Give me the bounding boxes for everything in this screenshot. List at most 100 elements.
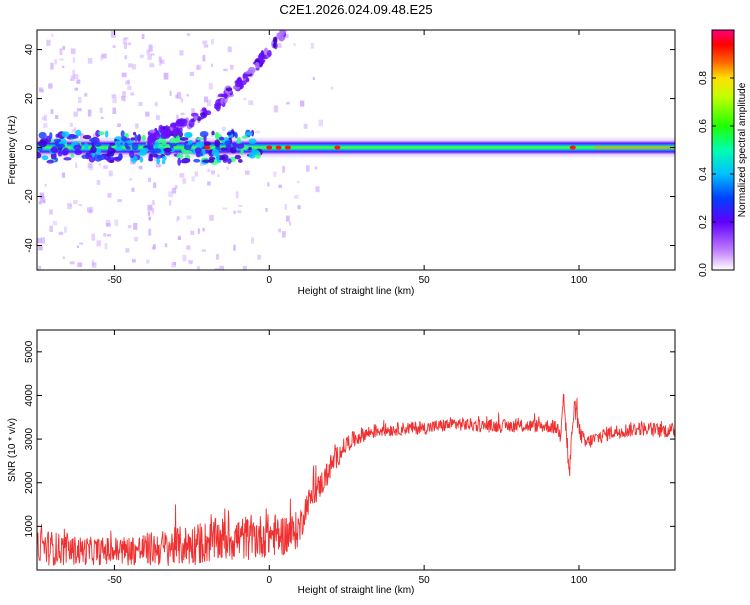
x-tick-label: 0 <box>267 575 273 586</box>
heatmap-cell <box>200 114 205 120</box>
spectrogram-frame <box>36 29 676 271</box>
heatmap-cell <box>61 172 66 178</box>
heatmap-cell <box>59 58 64 61</box>
heatmap-cell <box>195 137 205 141</box>
heatmap-cell <box>169 137 178 145</box>
heatmap-cell <box>121 136 128 142</box>
heatmap-cell <box>158 124 164 133</box>
colorbar-label: Normalized spectral amplitude <box>737 82 748 217</box>
heatmap-cell <box>214 131 220 139</box>
heatmap-hot-spot <box>204 145 211 150</box>
x-tick-label: -50 <box>107 575 122 586</box>
heatmap-cell <box>182 254 187 262</box>
heatmap-cell <box>191 176 195 182</box>
heatmap-cell <box>146 49 151 55</box>
heatmap-cell <box>278 184 282 188</box>
heatmap-cell <box>87 109 92 117</box>
heatmap-cell <box>132 64 137 70</box>
heatmap-cell <box>112 107 117 115</box>
heatmap-cell <box>177 92 182 99</box>
heatmap-cell <box>150 53 155 56</box>
heatmap-cell <box>278 43 282 48</box>
heatmap-cell <box>184 131 193 139</box>
heatmap-cell <box>73 199 78 205</box>
snr-x-label: Height of straight line (km) <box>298 585 415 596</box>
heatmap-cell <box>197 152 204 157</box>
heatmap-cell <box>87 162 93 169</box>
heatmap-cell <box>57 151 63 157</box>
heatmap-cell <box>139 149 147 154</box>
heatmap-cell <box>236 137 242 144</box>
colorbar-gradient <box>711 29 735 271</box>
heatmap-cell <box>238 204 243 207</box>
heatmap-cell <box>49 225 53 232</box>
heatmap-cell <box>71 129 76 134</box>
snr-y-label: SNR (10 * v/v) <box>7 418 18 482</box>
heatmap-cell <box>222 207 228 210</box>
heatmap-cell <box>238 159 243 163</box>
heatmap-cell <box>146 259 150 264</box>
heatmap-cell <box>211 130 215 136</box>
heatmap-cell <box>237 210 242 214</box>
heatmap-cell <box>154 141 159 149</box>
heatmap-cell <box>180 97 184 103</box>
heatmap-cell <box>286 101 290 105</box>
heatmap-cell <box>38 245 43 251</box>
heatmap-cell <box>120 95 125 101</box>
y-tick-label: -20 <box>24 189 35 204</box>
heatmap-cell <box>242 265 247 270</box>
heatmap-cell <box>171 187 177 194</box>
heatmap-cell <box>41 116 46 121</box>
heatmap-cell <box>211 39 214 45</box>
heatmap-cell <box>227 46 232 53</box>
heatmap-cell <box>54 115 59 120</box>
heatmap-cell <box>106 233 112 237</box>
heatmap-cell <box>152 244 156 250</box>
heatmap-cell <box>156 115 160 120</box>
heatmap-cell <box>131 259 136 263</box>
heatmap-cell <box>215 153 220 161</box>
heatmap-cell <box>171 130 178 136</box>
heatmap-cell <box>49 132 53 140</box>
heatmap-cell <box>233 210 236 214</box>
heatmap-cell <box>223 68 228 72</box>
y-tick-label: 1000 <box>24 515 35 538</box>
heatmap-cell <box>131 187 135 192</box>
heatmap-cell <box>78 203 83 207</box>
heatmap-cell <box>72 69 75 77</box>
heatmap-cell <box>160 59 165 64</box>
heatmap-cell <box>175 135 180 143</box>
heatmap-cell <box>251 149 260 155</box>
heatmap-cell <box>125 146 131 150</box>
heatmap-cell <box>128 63 133 68</box>
heatmap-cell <box>594 145 675 150</box>
heatmap-cell <box>180 112 185 116</box>
heatmap-cell <box>133 222 138 230</box>
heatmap-cell <box>197 228 200 234</box>
heatmap-cell <box>91 233 96 241</box>
heatmap-cell <box>145 111 150 117</box>
heatmap-cell <box>189 71 195 77</box>
heatmap-cell <box>220 98 224 105</box>
heatmap-cell <box>128 178 133 181</box>
heatmap-cell <box>186 245 191 250</box>
heatmap-cell <box>158 164 162 167</box>
heatmap-cell <box>149 129 156 134</box>
y-tick-label: 3000 <box>24 428 35 451</box>
heatmap-cell <box>216 254 219 260</box>
heatmap-cell <box>115 145 123 152</box>
heatmap-cell <box>293 43 296 47</box>
heatmap-cell <box>139 156 144 163</box>
heatmap-cell <box>199 130 209 138</box>
heatmap-cell <box>222 126 226 132</box>
heatmap-cell <box>237 77 242 84</box>
heatmap-cell <box>303 123 308 129</box>
heatmap-cell <box>148 157 154 162</box>
heatmap-cell <box>220 93 229 98</box>
heatmap-cell <box>257 254 262 260</box>
heatmap-cell <box>141 33 145 39</box>
heatmap-cell <box>123 43 128 49</box>
heatmap-cell <box>108 145 112 152</box>
heatmap-cell <box>147 204 153 211</box>
